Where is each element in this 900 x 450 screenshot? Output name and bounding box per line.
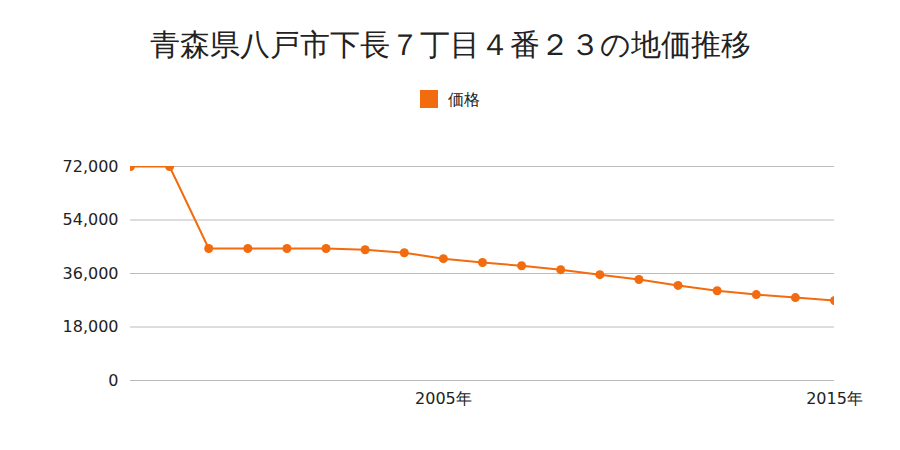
svg-text:54,000: 54,000 [63,210,119,229]
html-text:価格: 価格 [448,90,480,109]
svg-text:2015年: 2015年 [806,389,863,408]
svg-text:72,000: 72,000 [63,157,119,176]
svg-text:0: 0 [108,371,118,390]
svg-text:36,000: 36,000 [63,264,119,283]
svg-text:2005年: 2005年 [415,389,472,408]
svg-text:18,000: 18,000 [63,317,119,336]
html-text:青森県八戸市下長７丁目４番２３の地価推移: 青森県八戸市下長７丁目４番２３の地価推移 [149,27,751,62]
